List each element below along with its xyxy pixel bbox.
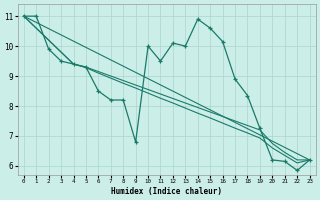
X-axis label: Humidex (Indice chaleur): Humidex (Indice chaleur) xyxy=(111,187,222,196)
